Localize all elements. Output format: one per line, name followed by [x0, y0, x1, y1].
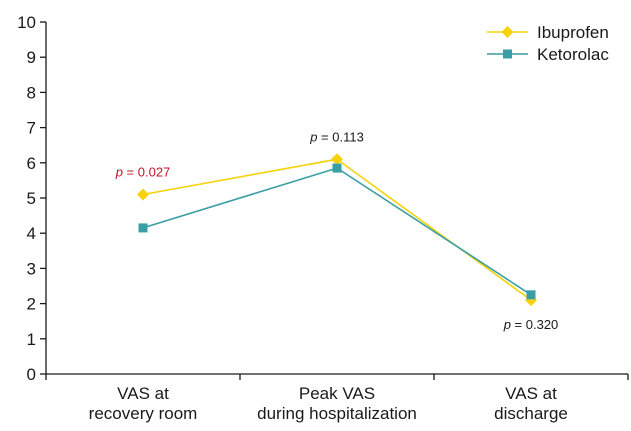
series-line-ketorolac [142, 167, 532, 296]
y-tick-label: 4 [27, 224, 36, 243]
p-value-annotation: p = 0.320 [503, 317, 559, 332]
legend-item-ibuprofen: Ibuprofen [487, 23, 609, 42]
y-tick-label: 9 [27, 48, 36, 67]
data-point-ketorolac [332, 163, 342, 173]
y-tick-label: 5 [27, 189, 36, 208]
y-tick-label: 7 [27, 119, 36, 138]
legend-marker-ketorolac [503, 49, 512, 59]
x-category-label-line: during hospitalization [257, 404, 417, 423]
data-point-ketorolac [138, 223, 148, 233]
data-point-ibuprofen [137, 188, 149, 201]
p-symbol: p [503, 317, 511, 332]
p-value-annotation: p = 0.027 [115, 164, 171, 179]
x-category-label-line: Peak VAS [299, 384, 375, 403]
data-point-ibuprofen [331, 153, 343, 166]
x-category-label: Peak VAS during hospitalization [257, 384, 417, 423]
x-category-label: VAS at discharge [494, 384, 568, 423]
p-symbol: p [309, 129, 317, 144]
y-tick-label: 8 [27, 83, 36, 102]
p-value: = 0.113 [317, 129, 363, 144]
data-point-ketorolac [526, 290, 536, 300]
x-category-label: VAS at recovery room [89, 384, 198, 423]
y-tick-label: 6 [27, 154, 36, 173]
p-symbol: p [115, 164, 123, 179]
legend-item-ketorolac: Ketorolac [487, 45, 609, 64]
legend-label-ketorolac: Ketorolac [537, 45, 609, 64]
y-tick-label: 1 [27, 330, 36, 349]
legend: Ibuprofen Ketorolac [487, 23, 609, 64]
x-category-label-line: discharge [494, 404, 568, 423]
series-ketorolac [138, 163, 536, 300]
x-category-label-line: VAS at [505, 384, 557, 403]
p-value-annotation: p = 0.113 [309, 129, 364, 144]
y-tick-label: 0 [27, 365, 36, 384]
x-category-label-line: recovery room [89, 404, 198, 423]
y-tick-label: 3 [27, 259, 36, 278]
legend-label-ibuprofen: Ibuprofen [537, 23, 609, 42]
y-tick-label: 10 [17, 13, 36, 32]
legend-marker-ibuprofen [501, 26, 514, 38]
y-tick-label: 2 [27, 295, 36, 314]
p-value: = 0.320 [511, 317, 558, 332]
series-ibuprofen [137, 153, 537, 307]
x-category-label-line: VAS at [117, 384, 169, 403]
series-layer [137, 153, 537, 307]
series-line-ibuprofen [142, 158, 532, 301]
p-value: = 0.027 [123, 164, 170, 179]
